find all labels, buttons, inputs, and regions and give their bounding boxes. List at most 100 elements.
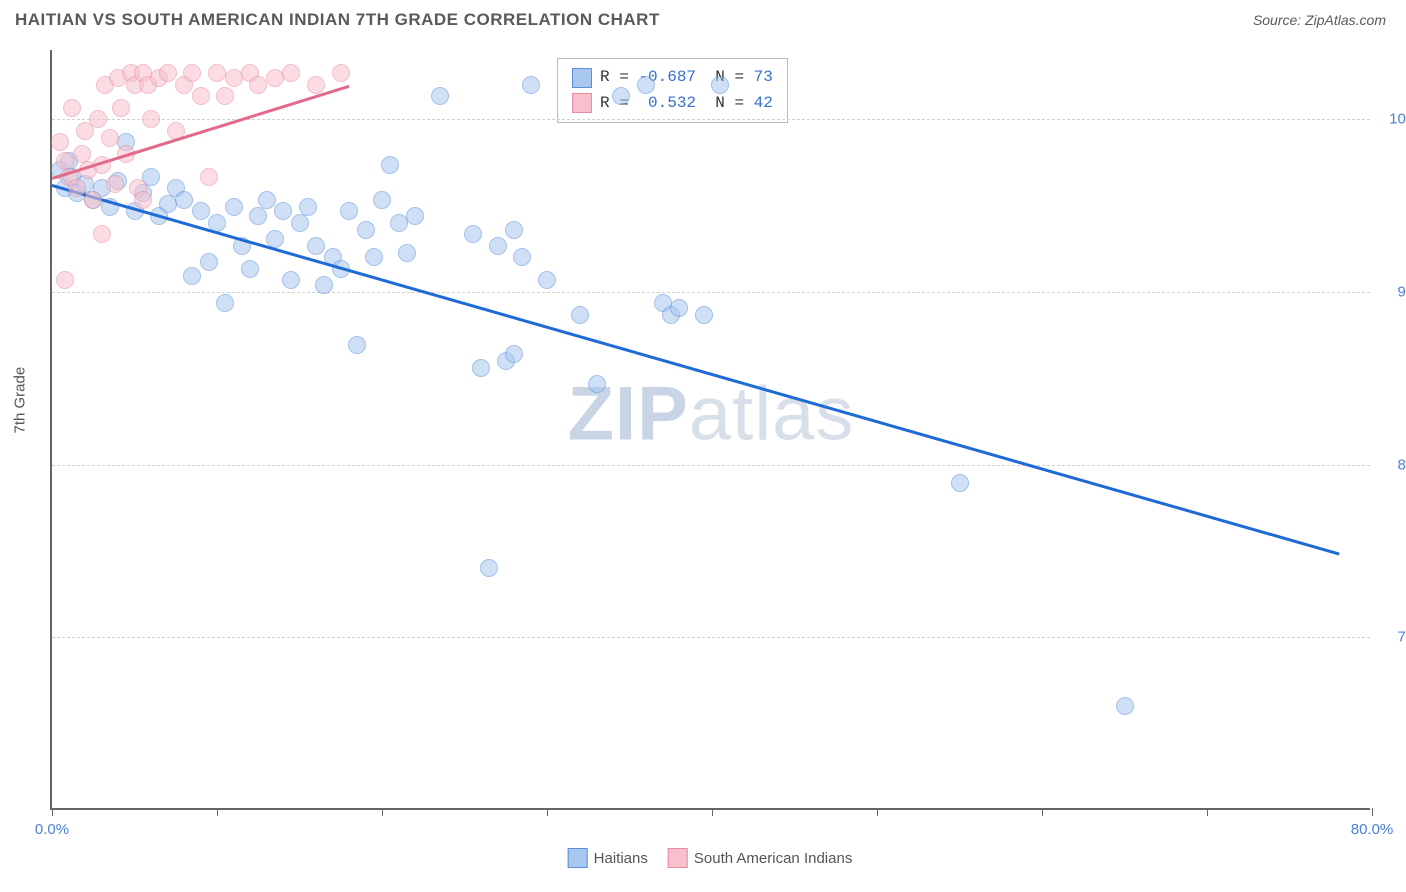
data-point [340, 202, 358, 220]
header: HAITIAN VS SOUTH AMERICAN INDIAN 7TH GRA… [0, 0, 1406, 38]
legend-item-sai: South American Indians [668, 848, 852, 868]
legend-swatch-icon [668, 848, 688, 868]
legend-row-sai: R = 0.532 N = 42 [572, 91, 773, 117]
data-point [134, 191, 152, 209]
data-point [208, 64, 226, 82]
data-point [249, 76, 267, 94]
data-point [505, 345, 523, 363]
data-point [258, 191, 276, 209]
data-point [200, 168, 218, 186]
source-attribution: Source: ZipAtlas.com [1253, 12, 1386, 28]
gridline [52, 292, 1370, 293]
data-point [315, 276, 333, 294]
plot-region: ZIPatlas R = -0.687 N = 73 R = 0.532 N =… [50, 50, 1370, 810]
chart-title: HAITIAN VS SOUTH AMERICAN INDIAN 7TH GRA… [15, 10, 660, 30]
x-tick [52, 808, 53, 816]
data-point [406, 207, 424, 225]
data-point [225, 198, 243, 216]
x-tick [547, 808, 548, 816]
gridline [52, 637, 1370, 638]
data-point [381, 156, 399, 174]
trend-line [52, 184, 1340, 555]
data-point [51, 133, 69, 151]
data-point [588, 375, 606, 393]
data-point [241, 260, 259, 278]
data-point [266, 69, 284, 87]
data-point [216, 294, 234, 312]
data-point [84, 191, 102, 209]
data-point [348, 336, 366, 354]
legend-row-haitians: R = -0.687 N = 73 [572, 65, 773, 91]
data-point [282, 271, 300, 289]
data-point [225, 69, 243, 87]
data-point [56, 271, 74, 289]
data-point [159, 195, 177, 213]
data-point [522, 76, 540, 94]
data-point [93, 225, 111, 243]
data-point [282, 64, 300, 82]
x-tick [1207, 808, 1208, 816]
data-point [373, 191, 391, 209]
data-point [112, 99, 130, 117]
data-point [431, 87, 449, 105]
data-point [571, 306, 589, 324]
data-point [299, 198, 317, 216]
data-point [365, 248, 383, 266]
data-point [159, 64, 177, 82]
chart-area: ZIPatlas R = -0.687 N = 73 R = 0.532 N =… [50, 50, 1370, 840]
y-tick-label: 92.5% [1380, 283, 1406, 300]
legend-swatch-sai [572, 93, 592, 113]
x-tick [382, 808, 383, 816]
watermark: ZIPatlas [568, 370, 855, 457]
data-point [200, 253, 218, 271]
data-point [68, 179, 86, 197]
data-point [711, 76, 729, 94]
legend-swatch-haitians [572, 68, 592, 88]
data-point [489, 237, 507, 255]
data-point [89, 110, 107, 128]
data-point [274, 202, 292, 220]
legend-item-haitians: Haitians [568, 848, 648, 868]
data-point [670, 299, 688, 317]
gridline [52, 465, 1370, 466]
x-tick [877, 808, 878, 816]
data-point [175, 191, 193, 209]
data-point [505, 221, 523, 239]
data-point [249, 207, 267, 225]
data-point [291, 214, 309, 232]
data-point [612, 87, 630, 105]
data-point [307, 76, 325, 94]
data-point [390, 214, 408, 232]
data-point [472, 359, 490, 377]
data-point [106, 175, 124, 193]
data-point [513, 248, 531, 266]
data-point [637, 76, 655, 94]
y-tick-label: 100.0% [1380, 111, 1406, 128]
data-point [1116, 697, 1134, 715]
legend-swatch-icon [568, 848, 588, 868]
x-tick [1042, 808, 1043, 816]
data-point [63, 99, 81, 117]
correlation-legend: R = -0.687 N = 73 R = 0.532 N = 42 [557, 58, 788, 123]
data-point [56, 152, 74, 170]
y-tick-label: 85.0% [1380, 456, 1406, 473]
series-legend: Haitians South American Indians [568, 848, 853, 868]
data-point [357, 221, 375, 239]
data-point [307, 237, 325, 255]
x-tick [712, 808, 713, 816]
x-tick-label: 80.0% [1351, 821, 1394, 838]
data-point [695, 306, 713, 324]
data-point [216, 87, 234, 105]
x-tick [217, 808, 218, 816]
data-point [183, 64, 201, 82]
gridline [52, 119, 1370, 120]
data-point [142, 110, 160, 128]
data-point [951, 474, 969, 492]
x-tick [1372, 808, 1373, 816]
x-tick-label: 0.0% [35, 821, 69, 838]
data-point [464, 225, 482, 243]
data-point [101, 129, 119, 147]
y-axis-label: 7th Grade [12, 367, 29, 434]
data-point [538, 271, 556, 289]
data-point [332, 64, 350, 82]
